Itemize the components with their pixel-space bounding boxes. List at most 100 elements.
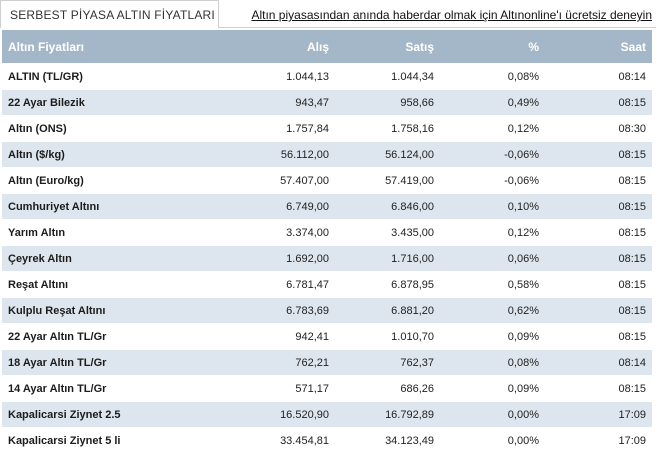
column-header-name[interactable]: Altın Fiyatları bbox=[2, 30, 168, 64]
cell-name[interactable]: 18 Ayar Altın TL/Gr bbox=[2, 349, 168, 376]
cell-change: -0,06% bbox=[440, 141, 545, 168]
cell-time: 08:14 bbox=[545, 349, 652, 376]
table-row[interactable]: ALTIN (TL/GR) 1.044,13 1.044,34 0,08% 08:14 bbox=[2, 63, 652, 90]
column-header-time[interactable]: Saat bbox=[545, 30, 652, 64]
cell-change: 0,09% bbox=[440, 323, 545, 350]
table-row[interactable]: 14 Ayar Altın TL/Gr 571,17 686,26 0,09% 08:1… bbox=[2, 375, 652, 402]
cell-buy: 1.692,00 bbox=[168, 245, 335, 272]
table-row[interactable]: Altın ($/kg) 56.112,00 56.124,00 -0,06% 08:1… bbox=[2, 141, 652, 168]
cell-time: 08:15 bbox=[545, 245, 652, 272]
cell-sell: 1.758,16 bbox=[335, 115, 440, 142]
top-bar: SERBEST PİYASA ALTIN FİYATLARI Altın piy… bbox=[0, 0, 656, 30]
cell-name[interactable]: Kulplu Reşat Altını bbox=[2, 297, 168, 324]
cell-name[interactable]: 22 Ayar Altın TL/Gr bbox=[2, 323, 168, 350]
section-title-tab[interactable]: SERBEST PİYASA ALTIN FİYATLARI bbox=[0, 0, 219, 28]
cell-sell: 958,66 bbox=[335, 89, 440, 116]
cell-sell: 1.716,00 bbox=[335, 245, 440, 272]
cell-buy: 57.407,00 bbox=[168, 167, 335, 194]
cell-buy: 33.454,81 bbox=[168, 427, 335, 454]
cell-change: 0,08% bbox=[440, 349, 545, 376]
cell-change: 0,10% bbox=[440, 193, 545, 220]
table-row[interactable]: 22 Ayar Bilezik 943,47 958,66 0,49% 08:15 bbox=[2, 89, 652, 116]
cell-buy: 6.781,47 bbox=[168, 271, 335, 298]
cell-sell: 6.878,95 bbox=[335, 271, 440, 298]
table-row[interactable]: Altın (ONS) 1.757,84 1.758,16 0,12% 08:30 bbox=[2, 115, 652, 142]
cell-buy: 56.112,00 bbox=[168, 141, 335, 168]
cell-time: 08:15 bbox=[545, 323, 652, 350]
cell-buy: 16.520,90 bbox=[168, 401, 335, 428]
cell-change: 0,58% bbox=[440, 271, 545, 298]
cell-change: 0,06% bbox=[440, 245, 545, 272]
cell-buy: 1.757,84 bbox=[168, 115, 335, 142]
cell-name[interactable]: Çeyrek Altın bbox=[2, 245, 168, 272]
cell-buy: 3.374,00 bbox=[168, 219, 335, 246]
cell-name[interactable]: Yarım Altın bbox=[2, 219, 168, 246]
table-row[interactable]: Altın (Euro/kg) 57.407,00 57.419,00 -0,06% 0… bbox=[2, 167, 652, 194]
promo-link[interactable]: Altın piyasasından anında haberdar olmak… bbox=[251, 8, 652, 22]
column-header-change[interactable]: % bbox=[440, 30, 545, 64]
table-row[interactable]: 22 Ayar Altın TL/Gr 942,41 1.010,70 0,09% 08… bbox=[2, 323, 652, 350]
cell-time: 08:15 bbox=[545, 89, 652, 116]
table-row[interactable]: 18 Ayar Altın TL/Gr 762,21 762,37 0,08% 08:1… bbox=[2, 349, 652, 376]
cell-name[interactable]: 14 Ayar Altın TL/Gr bbox=[2, 375, 168, 402]
cell-time: 17:09 bbox=[545, 427, 652, 454]
cell-name[interactable]: Cumhuriyet Altını bbox=[2, 193, 168, 220]
cell-buy: 762,21 bbox=[168, 349, 335, 376]
cell-time: 08:15 bbox=[545, 219, 652, 246]
table-row[interactable]: Kulplu Reşat Altını 6.783,69 6.881,20 0,62%… bbox=[2, 297, 652, 324]
cell-buy: 6.783,69 bbox=[168, 297, 335, 324]
divider bbox=[219, 27, 656, 28]
cell-time: 08:15 bbox=[545, 297, 652, 324]
cell-change: 0,49% bbox=[440, 89, 545, 116]
cell-change: -0,06% bbox=[440, 167, 545, 194]
cell-name[interactable]: Altın (ONS) bbox=[2, 115, 168, 142]
cell-time: 08:15 bbox=[545, 141, 652, 168]
cell-buy: 571,17 bbox=[168, 375, 335, 402]
cell-time: 08:15 bbox=[545, 271, 652, 298]
table-row[interactable]: Kapalicarsi Ziynet 2.5 16.520,90 16.792,89… bbox=[2, 401, 652, 428]
cell-name[interactable]: Altın (Euro/kg) bbox=[2, 167, 168, 194]
cell-change: 0,12% bbox=[440, 115, 545, 142]
cell-change: 0,09% bbox=[440, 375, 545, 402]
cell-buy: 6.749,00 bbox=[168, 193, 335, 220]
table-row[interactable]: Çeyrek Altın 1.692,00 1.716,00 0,06% 08:15 bbox=[2, 245, 652, 272]
table-row[interactable]: Yarım Altın 3.374,00 3.435,00 0,12% 08:15 bbox=[2, 219, 652, 246]
cell-time: 08:15 bbox=[545, 167, 652, 194]
column-header-sell[interactable]: Satış bbox=[335, 30, 440, 64]
cell-change: 0,12% bbox=[440, 219, 545, 246]
cell-sell: 1.010,70 bbox=[335, 323, 440, 350]
table-row[interactable]: Kapalicarsi Ziynet 5 li 33.454,81 34.123,4… bbox=[2, 427, 652, 454]
table-header-row: Altın Fiyatları Alış Satış % Saat bbox=[2, 30, 652, 64]
cell-time: 08:30 bbox=[545, 115, 652, 142]
cell-time: 08:15 bbox=[545, 375, 652, 402]
cell-change: 0,62% bbox=[440, 297, 545, 324]
cell-sell: 3.435,00 bbox=[335, 219, 440, 246]
column-header-buy[interactable]: Alış bbox=[168, 30, 335, 64]
cell-name[interactable]: Reşat Altını bbox=[2, 271, 168, 298]
table-row[interactable]: Reşat Altını 6.781,47 6.878,95 0,58% 08:15 bbox=[2, 271, 652, 298]
cell-change: 0,00% bbox=[440, 427, 545, 454]
cell-buy: 1.044,13 bbox=[168, 63, 335, 90]
cell-time: 08:14 bbox=[545, 63, 652, 90]
cell-sell: 6.846,00 bbox=[335, 193, 440, 220]
gold-prices-table: Altın Fiyatları Alış Satış % Saat ALTIN … bbox=[2, 30, 652, 454]
cell-name[interactable]: Altın ($/kg) bbox=[2, 141, 168, 168]
cell-name[interactable]: 22 Ayar Bilezik bbox=[2, 89, 168, 116]
cell-sell: 686,26 bbox=[335, 375, 440, 402]
table-row[interactable]: Cumhuriyet Altını 6.749,00 6.846,00 0,10% 08… bbox=[2, 193, 652, 220]
cell-sell: 6.881,20 bbox=[335, 297, 440, 324]
cell-sell: 16.792,89 bbox=[335, 401, 440, 428]
cell-change: 0,00% bbox=[440, 401, 545, 428]
cell-name[interactable]: Kapalicarsi Ziynet 5 li bbox=[2, 427, 168, 454]
cell-time: 08:15 bbox=[545, 193, 652, 220]
cell-sell: 56.124,00 bbox=[335, 141, 440, 168]
cell-buy: 942,41 bbox=[168, 323, 335, 350]
cell-name[interactable]: ALTIN (TL/GR) bbox=[2, 63, 168, 90]
cell-time: 17:09 bbox=[545, 401, 652, 428]
cell-sell: 1.044,34 bbox=[335, 63, 440, 90]
cell-sell: 34.123,49 bbox=[335, 427, 440, 454]
cell-sell: 762,37 bbox=[335, 349, 440, 376]
cell-change: 0,08% bbox=[440, 63, 545, 90]
cell-name[interactable]: Kapalicarsi Ziynet 2.5 bbox=[2, 401, 168, 428]
cell-sell: 57.419,00 bbox=[335, 167, 440, 194]
